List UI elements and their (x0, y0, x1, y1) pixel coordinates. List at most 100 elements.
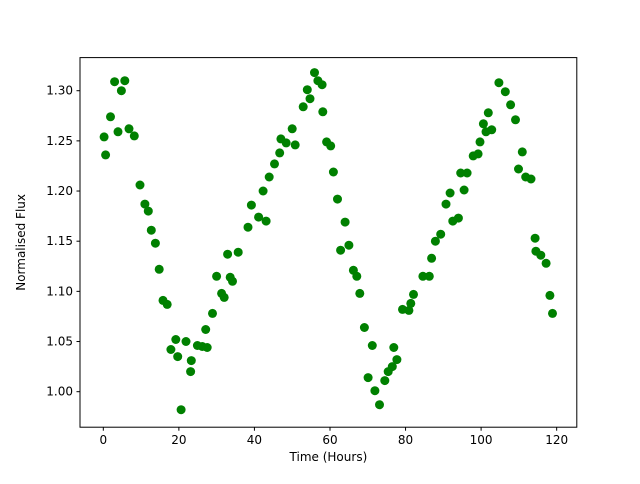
axes-frame (79, 57, 578, 428)
data-point (344, 240, 354, 250)
data-point (110, 77, 120, 87)
x-tick-label: 20 (171, 433, 186, 447)
x-tick-label: 80 (398, 433, 413, 447)
data-point (186, 367, 196, 377)
data-point (162, 299, 172, 309)
data-point (219, 292, 229, 302)
data-point (494, 78, 504, 88)
data-point (202, 343, 212, 352)
data-point (143, 206, 153, 216)
data-point (270, 159, 279, 169)
y-axis-label: Normalised Flux (14, 194, 28, 291)
data-point (328, 167, 338, 177)
data-point (171, 335, 181, 344)
data-point (530, 233, 540, 243)
data-point (254, 212, 264, 222)
data-point (340, 217, 350, 227)
data-point (246, 200, 256, 210)
data-point (459, 185, 469, 195)
data-point (418, 271, 428, 281)
data-point (228, 276, 237, 286)
data-point (441, 199, 451, 209)
data-point (456, 168, 466, 178)
data-point (212, 271, 222, 281)
data-point (370, 386, 380, 396)
y-tick-label: 1.05 (46, 335, 73, 349)
data-point (545, 290, 555, 300)
data-point (406, 298, 416, 308)
data-point (223, 249, 233, 259)
data-point (478, 119, 488, 129)
data-point (290, 140, 300, 150)
data-point (424, 271, 434, 281)
data-point (186, 356, 196, 366)
data-point (166, 345, 176, 354)
data-point (526, 174, 536, 184)
data-point (404, 305, 414, 315)
x-tick-label: 0 (99, 433, 107, 447)
data-point (473, 149, 483, 159)
data-point (500, 87, 510, 97)
data-point (106, 112, 115, 122)
data-point (430, 236, 440, 246)
data-point (275, 148, 285, 158)
data-point (233, 247, 243, 257)
data-point (258, 186, 268, 196)
data-point (310, 68, 319, 78)
data-point (352, 271, 362, 281)
data-point (483, 108, 493, 118)
data-point (208, 308, 217, 318)
data-point (120, 76, 130, 86)
data-point (281, 138, 291, 148)
data-point (336, 245, 346, 255)
x-tick-label: 60 (322, 433, 337, 447)
data-point (436, 229, 446, 239)
y-tick-label: 1.30 (46, 84, 73, 98)
data-point (462, 168, 472, 178)
x-tick-label: 100 (470, 433, 493, 447)
data-point (140, 199, 150, 209)
y-tick-label: 1.20 (46, 184, 73, 198)
data-point (511, 115, 520, 125)
data-point (287, 124, 297, 134)
y-tick-label: 1.15 (46, 234, 73, 248)
data-point (375, 400, 384, 410)
data-point (367, 341, 377, 350)
data-point (475, 137, 485, 147)
y-tick-label: 1.25 (46, 134, 73, 148)
data-point (389, 343, 399, 352)
data-point (392, 355, 402, 365)
data-point (541, 258, 551, 268)
data-point (135, 180, 145, 190)
data-point (536, 250, 546, 260)
data-point (355, 288, 365, 298)
data-point (453, 213, 463, 223)
data-point (113, 127, 123, 137)
data-point (116, 86, 126, 96)
data-point (264, 172, 274, 182)
data-point (317, 80, 327, 90)
x-tick-label: 40 (247, 433, 262, 447)
data-point (176, 405, 186, 415)
y-tick-label: 1.10 (46, 284, 73, 298)
data-point (146, 225, 156, 235)
data-point (359, 323, 369, 332)
data-point (548, 308, 557, 318)
data-point (506, 100, 516, 110)
data-point (243, 222, 253, 232)
data-point (99, 132, 109, 142)
data-point (173, 352, 183, 362)
data-point (380, 376, 390, 386)
data-point (150, 238, 160, 248)
data-point (298, 102, 308, 112)
data-point (517, 147, 527, 157)
data-point (333, 194, 342, 204)
data-point (445, 188, 455, 198)
data-point (181, 337, 191, 346)
data-point (326, 141, 336, 151)
y-tick-label: 1.00 (46, 385, 73, 399)
data-point (129, 131, 139, 141)
x-tick-label: 120 (545, 433, 568, 447)
